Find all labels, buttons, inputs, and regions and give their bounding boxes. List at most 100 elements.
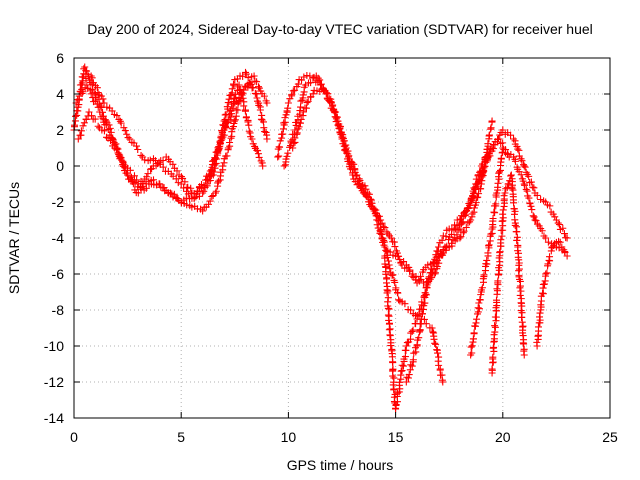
data-point xyxy=(468,342,476,350)
data-point xyxy=(289,144,297,152)
data-point xyxy=(172,175,180,183)
data-point xyxy=(413,342,421,350)
data-point xyxy=(468,210,476,218)
data-point xyxy=(205,200,213,208)
data-point xyxy=(531,189,539,197)
data-point xyxy=(224,116,232,124)
data-point xyxy=(194,188,202,196)
data-point xyxy=(412,344,420,352)
data-point xyxy=(385,257,393,265)
data-point xyxy=(385,305,393,313)
data-point xyxy=(232,90,240,98)
data-point xyxy=(225,111,233,119)
data-point xyxy=(392,405,400,413)
data-point xyxy=(398,261,406,269)
data-point xyxy=(560,230,568,238)
data-point xyxy=(88,112,96,120)
data-point xyxy=(494,277,502,285)
data-point xyxy=(81,63,89,71)
data-point xyxy=(205,171,213,179)
data-point xyxy=(534,220,542,228)
data-point xyxy=(399,362,407,370)
data-point xyxy=(290,139,298,147)
data-point xyxy=(397,367,405,375)
data-point xyxy=(527,202,535,210)
data-point xyxy=(94,103,102,111)
y-axis-label: SDTVAR / TECUs xyxy=(6,182,22,294)
data-point xyxy=(230,80,237,88)
data-point xyxy=(384,304,392,312)
data-point xyxy=(474,193,482,201)
x-tick-label: 5 xyxy=(177,429,185,445)
data-point xyxy=(471,322,479,330)
data-point xyxy=(483,256,491,264)
data-point xyxy=(261,128,269,136)
data-point xyxy=(513,233,521,241)
data-point xyxy=(386,265,394,273)
axes: 0 5 10 15 20 25 -14 -12 -10 -8 -6 -4 -2 0 2 4 6 xyxy=(44,50,618,445)
data-point xyxy=(310,86,318,94)
data-point xyxy=(165,189,173,197)
data-point xyxy=(87,72,95,80)
data-point xyxy=(394,389,402,397)
data-point xyxy=(134,146,142,154)
data-point xyxy=(478,284,486,292)
data-point xyxy=(432,340,440,348)
data-point xyxy=(253,78,261,86)
data-point xyxy=(513,236,521,244)
x-tick-label: 10 xyxy=(281,429,297,445)
data-point xyxy=(280,162,288,170)
data-point xyxy=(217,136,225,144)
data-point xyxy=(499,214,507,222)
data-point xyxy=(499,144,507,152)
y-tick-label: -14 xyxy=(44,410,64,426)
data-point xyxy=(202,176,210,184)
data-point xyxy=(124,134,132,142)
data-point xyxy=(408,328,416,336)
data-point xyxy=(451,221,459,229)
data-point xyxy=(345,152,353,160)
data-point xyxy=(538,227,546,235)
data-point xyxy=(238,91,246,99)
data-point xyxy=(536,309,544,317)
data-point xyxy=(291,86,299,94)
data-point xyxy=(82,115,90,123)
data-point xyxy=(521,163,529,171)
data-point xyxy=(552,216,560,224)
data-point xyxy=(306,72,314,80)
data-point xyxy=(89,94,97,102)
data-point xyxy=(518,313,526,321)
data-point xyxy=(296,119,304,127)
data-point xyxy=(548,243,556,251)
data-point xyxy=(160,184,168,192)
data-point xyxy=(491,209,499,217)
data-point xyxy=(520,162,528,170)
data-point xyxy=(181,178,189,186)
data-point xyxy=(489,344,497,352)
data-point xyxy=(394,289,402,297)
data-point xyxy=(244,81,252,89)
data-point xyxy=(336,122,344,130)
data-point xyxy=(242,68,250,76)
data-point xyxy=(389,359,397,367)
data-point xyxy=(111,144,119,152)
data-point xyxy=(467,198,475,206)
data-point xyxy=(190,194,198,202)
data-point xyxy=(388,271,396,279)
data-point xyxy=(212,148,220,156)
data-point xyxy=(259,162,267,170)
y-tick-label: -12 xyxy=(44,374,64,390)
data-point xyxy=(396,297,404,305)
data-point xyxy=(442,232,450,240)
data-point xyxy=(332,108,340,116)
data-point xyxy=(241,106,249,114)
data-point xyxy=(255,101,263,109)
data-point xyxy=(297,115,305,123)
data-point xyxy=(396,378,404,386)
data-point xyxy=(85,108,93,116)
data-point xyxy=(546,253,554,261)
data-point xyxy=(501,189,509,197)
data-point xyxy=(144,170,152,178)
data-point xyxy=(223,152,231,160)
data-point xyxy=(544,238,552,246)
